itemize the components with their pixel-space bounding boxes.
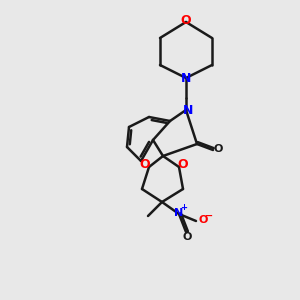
Text: N: N	[174, 208, 184, 218]
Text: O: O	[178, 158, 188, 172]
Text: N: N	[183, 103, 193, 116]
Text: O: O	[182, 232, 192, 242]
Text: O: O	[181, 14, 191, 28]
Text: O: O	[140, 158, 150, 172]
Text: +: +	[181, 203, 188, 212]
Text: O: O	[213, 144, 223, 154]
Text: O: O	[198, 215, 208, 225]
Text: −: −	[205, 211, 213, 221]
Text: N: N	[181, 71, 191, 85]
